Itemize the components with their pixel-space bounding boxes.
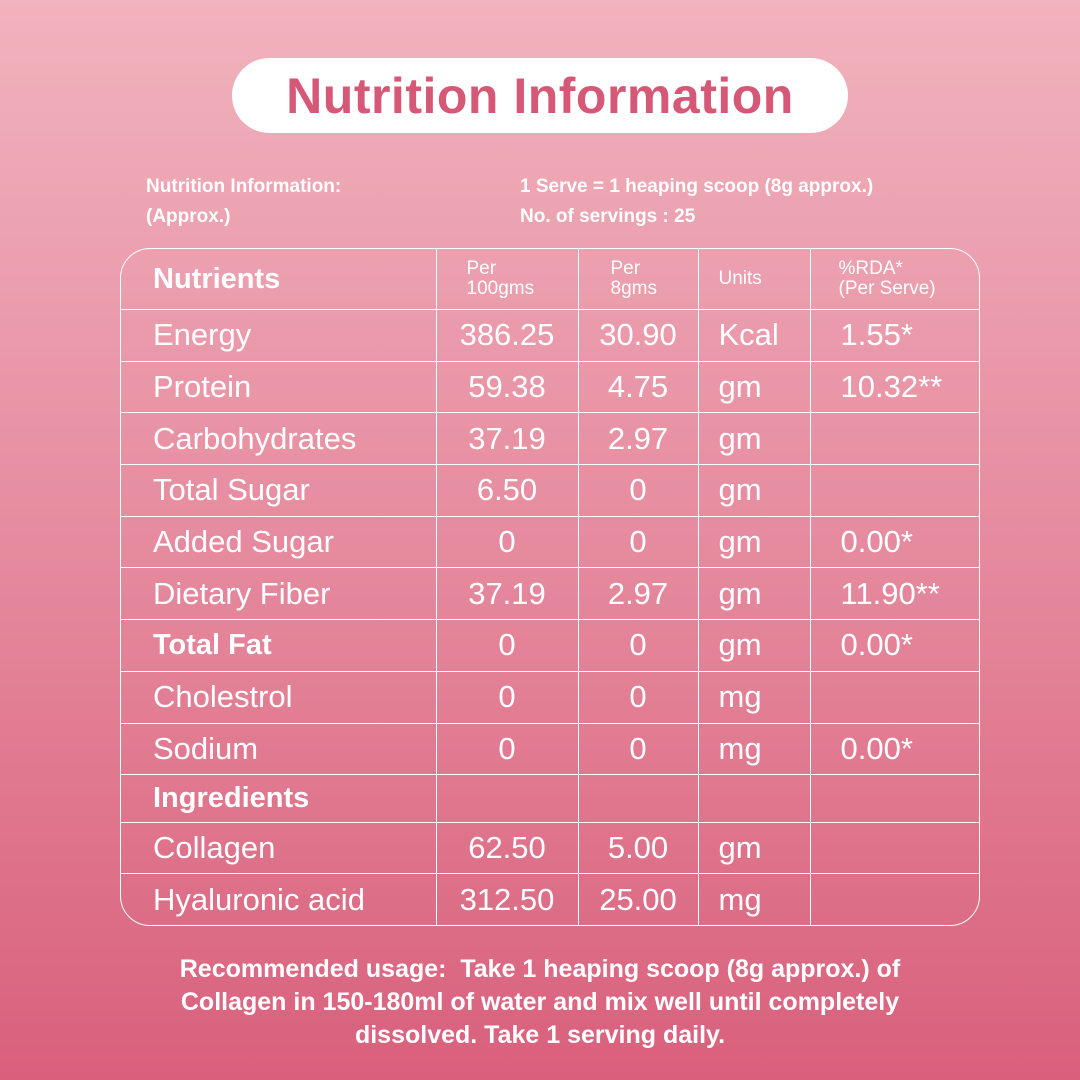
table-row: Dietary Fiber 37.19 2.97 gm 11.90**: [121, 567, 979, 621]
per-100g-value: 0: [435, 722, 579, 776]
rda-value: 11.90**: [809, 567, 979, 621]
rda-value: [809, 873, 979, 925]
unit-value: gm: [697, 360, 811, 414]
title-pill: Nutrition Information: [232, 58, 848, 133]
rda-value: 10.32**: [809, 360, 979, 414]
per-100g-value: 37.19: [435, 567, 579, 621]
table-row: Total Fat 0 0 gm 0.00*: [121, 619, 979, 672]
usage-line3: dissolved. Take 1 serving daily.: [354, 1021, 726, 1049]
page-title: Nutrition Information: [286, 67, 794, 124]
header-rda: %RDA* (Per Serve): [809, 249, 979, 310]
empty-cell: [577, 774, 699, 823]
per-100g-value: 59.38: [435, 360, 579, 414]
per-8g-value: 2.97: [577, 567, 699, 621]
nutrient-name: Carbohydrates: [121, 412, 437, 466]
rda-value: 1.55*: [809, 309, 979, 362]
servings-count: No. of servings : 25: [520, 206, 696, 227]
nutrient-name: Sodium: [121, 722, 437, 776]
unit-value: mg: [697, 873, 811, 925]
empty-cell: [809, 774, 979, 823]
rda-value: 0.00*: [809, 722, 979, 776]
ingredients-label: Ingredients: [121, 774, 437, 823]
header-per-8g-line1: Per: [610, 258, 641, 279]
per-100g-value: 0: [435, 670, 579, 724]
nutrient-name: Total Sugar: [121, 464, 437, 517]
per-100g-value: 37.19: [435, 412, 579, 466]
empty-cell: [435, 774, 579, 823]
unit-value: mg: [697, 722, 811, 776]
table-row: Total Sugar 6.50 0 gm: [121, 464, 979, 517]
unit-value: gm: [697, 515, 811, 569]
unit-value: gm: [697, 412, 811, 466]
unit-value: gm: [697, 619, 811, 672]
header-units: Units: [697, 249, 811, 310]
nutrient-name: Protein: [121, 360, 437, 414]
unit-value: gm: [697, 567, 811, 621]
header-nutrients: Nutrients: [121, 249, 437, 310]
table-row: Cholestrol 0 0 mg: [121, 670, 979, 724]
nutrient-name: Added Sugar: [121, 515, 437, 569]
ingredient-name: Collagen: [121, 821, 437, 875]
usage-line2: Collagen in 150-180ml of water and mix w…: [180, 988, 900, 1016]
serving-size: 1 Serve = 1 heaping scoop (8g approx.): [520, 176, 874, 197]
header-per-100g-line2: 100gms: [466, 278, 535, 299]
header-per-100g: Per 100gms: [435, 249, 579, 310]
meta-left: Nutrition Information: (Approx.): [146, 172, 341, 232]
unit-value: mg: [697, 670, 811, 724]
ingredients-section-row: Ingredients: [121, 774, 979, 823]
table-row: Added Sugar 0 0 gm 0.00*: [121, 515, 979, 569]
per-100g-value: 386.25: [435, 309, 579, 362]
header-per-8g-line2: 8gms: [610, 278, 657, 299]
rda-value: [809, 821, 979, 875]
per-8g-value: 30.90: [577, 309, 699, 362]
per-100g-value: 62.50: [435, 821, 579, 875]
nutrient-name: Total Fat: [121, 619, 437, 672]
table-row: Carbohydrates 37.19 2.97 gm: [121, 412, 979, 466]
nutrition-table: Nutrients Per 100gms Per 8gms Units %RDA…: [120, 248, 980, 926]
per-8g-value: 4.75: [577, 360, 699, 414]
table-row: Sodium 0 0 mg 0.00*: [121, 722, 979, 776]
recommended-usage: Recommended usage: Take 1 heaping scoop …: [60, 953, 1020, 1052]
nutrient-name: Energy: [121, 309, 437, 362]
nutrient-name: Cholestrol: [121, 670, 437, 724]
table-row: Energy 386.25 30.90 Kcal 1.55*: [121, 309, 979, 362]
per-100g-value: 312.50: [435, 873, 579, 925]
rda-value: 0.00*: [809, 619, 979, 672]
table-row: Hyaluronic acid 312.50 25.00 mg: [121, 873, 979, 925]
unit-value: gm: [697, 821, 811, 875]
header-per-100g-line1: Per: [466, 258, 497, 279]
per-8g-value: 0: [577, 464, 699, 517]
per-8g-value: 0: [577, 670, 699, 724]
ingredient-name: Hyaluronic acid: [121, 873, 437, 925]
meta-right: 1 Serve = 1 heaping scoop (8g approx.) N…: [520, 172, 873, 232]
per-8g-value: 2.97: [577, 412, 699, 466]
per-8g-value: 25.00: [577, 873, 699, 925]
nutrient-name: Dietary Fiber: [121, 567, 437, 621]
per-8g-value: 0: [577, 515, 699, 569]
per-8g-value: 0: [577, 619, 699, 672]
rda-value: [809, 670, 979, 724]
rda-value: [809, 464, 979, 517]
table-header-row: Nutrients Per 100gms Per 8gms Units %RDA…: [121, 249, 979, 310]
header-rda-line2: (Per Serve): [838, 278, 936, 299]
rda-value: [809, 412, 979, 466]
rda-value: 0.00*: [809, 515, 979, 569]
table-row: Collagen 62.50 5.00 gm: [121, 821, 979, 875]
unit-value: Kcal: [697, 309, 811, 362]
usage-line1: Recommended usage: Take 1 heaping scoop …: [179, 955, 901, 983]
meta-left-line1: Nutrition Information:: [146, 176, 342, 197]
per-100g-value: 0: [435, 619, 579, 672]
meta-left-line2: (Approx.): [146, 206, 231, 227]
per-8g-value: 5.00: [577, 821, 699, 875]
table-row: Protein 59.38 4.75 gm 10.32**: [121, 360, 979, 414]
per-100g-value: 6.50: [435, 464, 579, 517]
per-100g-value: 0: [435, 515, 579, 569]
empty-cell: [697, 774, 811, 823]
unit-value: gm: [697, 464, 811, 517]
header-per-8g: Per 8gms: [577, 249, 699, 310]
per-8g-value: 0: [577, 722, 699, 776]
header-rda-line1: %RDA*: [838, 258, 903, 279]
